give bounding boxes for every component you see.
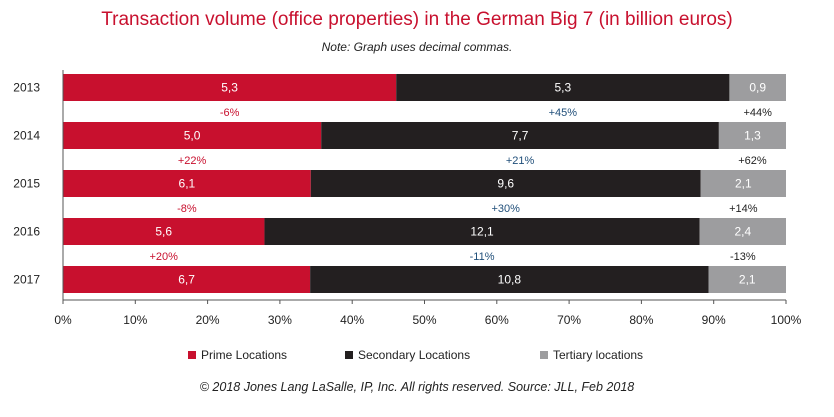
bar-value-label: 5,3 xyxy=(554,81,571,95)
change-label: +45% xyxy=(549,107,578,119)
bar-segment xyxy=(63,122,322,149)
category-label: 2015 xyxy=(13,177,40,191)
change-label: -8% xyxy=(177,203,197,215)
bar-segment xyxy=(63,74,397,101)
bar-value-label: 1,3 xyxy=(744,129,761,143)
change-label: +30% xyxy=(492,203,521,215)
chart-title: Transaction volume (office properties) i… xyxy=(101,9,733,30)
legend-label: Tertiary locations xyxy=(553,348,643,362)
bar-segment xyxy=(708,266,786,293)
bar-segment xyxy=(63,170,311,197)
change-label: +62% xyxy=(738,155,767,167)
bar-segment xyxy=(729,74,786,101)
bar-segment xyxy=(63,266,311,293)
bar-segment xyxy=(321,122,719,149)
chart-subtitle: Note: Graph uses decimal commas. xyxy=(321,40,513,54)
bar-value-label: 0,9 xyxy=(749,81,766,95)
bar-segment xyxy=(396,74,730,101)
legend-swatch xyxy=(345,351,353,359)
legend-swatch xyxy=(188,351,196,359)
change-label: +21% xyxy=(506,155,535,167)
bar-value-label: 5,0 xyxy=(184,129,201,143)
bar-value-label: 7,7 xyxy=(512,129,529,143)
x-tick-label: 10% xyxy=(123,313,147,327)
x-tick-label: 100% xyxy=(771,313,802,327)
bar-segment xyxy=(63,218,265,245)
change-label: -6% xyxy=(220,107,240,119)
change-label: +44% xyxy=(743,107,772,119)
category-label: 2016 xyxy=(13,225,40,239)
legend-label: Prime Locations xyxy=(201,348,287,362)
category-label: 2014 xyxy=(13,129,40,143)
bar-value-label: 5,3 xyxy=(221,81,238,95)
bar-value-label: 9,6 xyxy=(497,177,514,191)
category-label: 2013 xyxy=(13,81,40,95)
bar-value-label: 2,4 xyxy=(734,225,751,239)
bar-segment xyxy=(699,218,786,245)
bar-value-label: 6,1 xyxy=(179,177,196,191)
legend-label: Secondary Locations xyxy=(358,348,470,362)
bar-value-label: 2,1 xyxy=(735,177,752,191)
bar-value-label: 6,7 xyxy=(178,273,195,287)
x-tick-label: 80% xyxy=(629,313,653,327)
bar-value-label: 5,6 xyxy=(155,225,172,239)
change-label: -11% xyxy=(470,251,495,263)
bar-segment xyxy=(310,266,709,293)
bar-segment xyxy=(700,170,786,197)
bar-value-label: 12,1 xyxy=(470,225,494,239)
x-tick-label: 60% xyxy=(485,313,509,327)
x-tick-label: 70% xyxy=(557,313,581,327)
bar-segment xyxy=(310,170,701,197)
x-tick-label: 40% xyxy=(340,313,364,327)
chart-footnote: © 2018 Jones Lang LaSalle, IP, Inc. All … xyxy=(199,380,635,394)
bar-value-label: 2,1 xyxy=(739,273,756,287)
bar-segment xyxy=(718,122,786,149)
x-tick-label: 0% xyxy=(54,313,72,327)
x-tick-label: 50% xyxy=(412,313,436,327)
x-tick-label: 90% xyxy=(702,313,726,327)
bar-segment xyxy=(264,218,700,245)
category-label: 2017 xyxy=(13,273,40,287)
x-tick-label: 20% xyxy=(196,313,220,327)
bar-value-label: 10,8 xyxy=(498,273,522,287)
legend-swatch xyxy=(540,351,548,359)
change-label: +22% xyxy=(178,155,207,167)
change-label: -13% xyxy=(730,251,756,263)
change-label: +20% xyxy=(149,251,178,263)
x-tick-label: 30% xyxy=(268,313,292,327)
change-label: +14% xyxy=(729,203,758,215)
